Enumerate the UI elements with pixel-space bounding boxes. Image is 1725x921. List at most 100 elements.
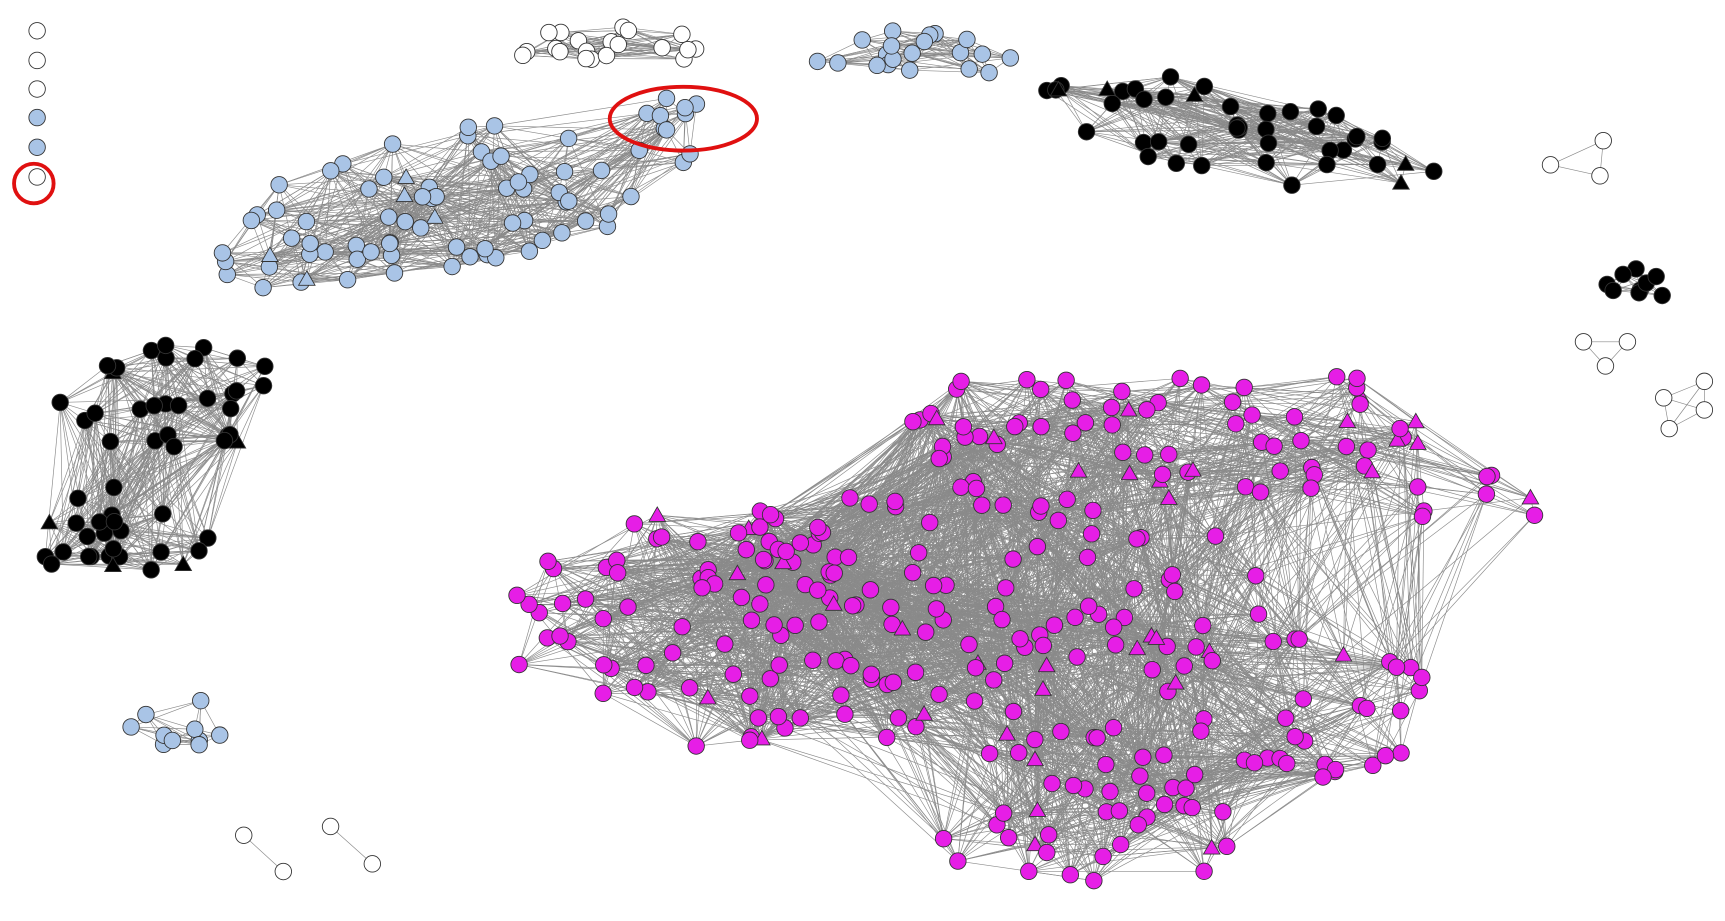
edge xyxy=(800,717,1038,811)
edge xyxy=(1107,88,1267,163)
edge xyxy=(1356,378,1492,476)
edge xyxy=(1268,108,1319,144)
edge xyxy=(495,156,502,258)
edge xyxy=(936,409,1129,419)
edge xyxy=(77,409,141,499)
edge xyxy=(116,367,164,514)
edge xyxy=(929,426,964,523)
edge xyxy=(429,160,492,188)
edge xyxy=(1176,95,1195,164)
edge xyxy=(894,418,938,502)
edge xyxy=(1111,407,1163,475)
edge xyxy=(608,129,667,215)
edge xyxy=(1300,440,1425,512)
edge xyxy=(912,421,1163,475)
edge xyxy=(1111,407,1161,482)
edge xyxy=(1402,437,1412,668)
edge xyxy=(178,405,200,551)
edge xyxy=(869,426,1042,505)
edge xyxy=(431,198,457,248)
edge xyxy=(1343,404,1361,656)
edge xyxy=(868,381,962,505)
edge xyxy=(568,113,648,139)
edge xyxy=(1112,103,1159,143)
edge xyxy=(672,652,697,747)
edge xyxy=(912,391,1122,423)
edge xyxy=(45,402,61,557)
edge xyxy=(1086,131,1177,164)
edge xyxy=(1326,164,1402,184)
edge xyxy=(1175,682,1268,759)
edge xyxy=(1202,474,1315,626)
edge xyxy=(1290,111,1383,139)
edge xyxy=(1060,85,1149,157)
edge xyxy=(1162,474,1173,575)
edge xyxy=(1272,465,1365,642)
edge xyxy=(383,127,469,178)
edge xyxy=(1092,454,1145,511)
edge xyxy=(672,652,771,680)
edge xyxy=(1313,474,1397,668)
edge xyxy=(1159,470,1281,482)
edge xyxy=(394,256,471,274)
edge xyxy=(237,385,264,443)
edge xyxy=(165,357,225,441)
edge xyxy=(269,196,437,256)
edge xyxy=(1279,378,1358,472)
edge xyxy=(751,736,998,826)
edge xyxy=(110,441,175,447)
edge xyxy=(601,153,691,171)
edge xyxy=(263,255,392,288)
edge xyxy=(689,687,845,715)
edge xyxy=(1040,389,1122,392)
edge xyxy=(1002,426,1016,506)
edge xyxy=(432,198,609,215)
edge xyxy=(1169,471,1373,580)
edge xyxy=(434,216,513,224)
edge xyxy=(167,358,196,436)
edge xyxy=(1168,471,1373,499)
edge xyxy=(524,220,608,227)
edge xyxy=(111,514,200,552)
edge xyxy=(406,174,530,178)
edge xyxy=(1162,378,1358,475)
edge xyxy=(868,504,888,738)
edge xyxy=(895,407,1112,507)
edge xyxy=(1382,138,1434,172)
edge xyxy=(519,624,775,665)
edge xyxy=(963,409,1129,428)
edge xyxy=(51,413,96,565)
edge xyxy=(1294,416,1391,662)
edge xyxy=(467,135,640,151)
edge xyxy=(94,358,196,414)
edge xyxy=(356,127,469,260)
edge xyxy=(1026,379,1042,507)
edge xyxy=(1188,129,1267,145)
edge xyxy=(1040,409,1148,507)
edge xyxy=(1018,422,1059,521)
edge xyxy=(276,195,405,211)
edge xyxy=(251,220,390,244)
edge xyxy=(309,143,393,255)
edge xyxy=(1111,407,1145,456)
edge xyxy=(929,454,1145,523)
edge xyxy=(436,196,563,234)
edge xyxy=(778,551,787,666)
edge xyxy=(1258,442,1419,615)
edge xyxy=(1002,399,1073,506)
edge xyxy=(1014,426,1092,535)
edge xyxy=(1121,391,1146,456)
edge xyxy=(342,163,372,253)
edge xyxy=(165,345,225,441)
edge xyxy=(761,713,845,740)
edge xyxy=(1143,99,1269,144)
edge xyxy=(1260,421,1416,493)
edge xyxy=(1209,651,1397,668)
edge xyxy=(1346,446,1412,668)
edge xyxy=(84,420,225,441)
edge xyxy=(500,129,667,157)
edge xyxy=(494,125,667,131)
edge xyxy=(1092,409,1129,511)
edge xyxy=(1091,487,1312,535)
